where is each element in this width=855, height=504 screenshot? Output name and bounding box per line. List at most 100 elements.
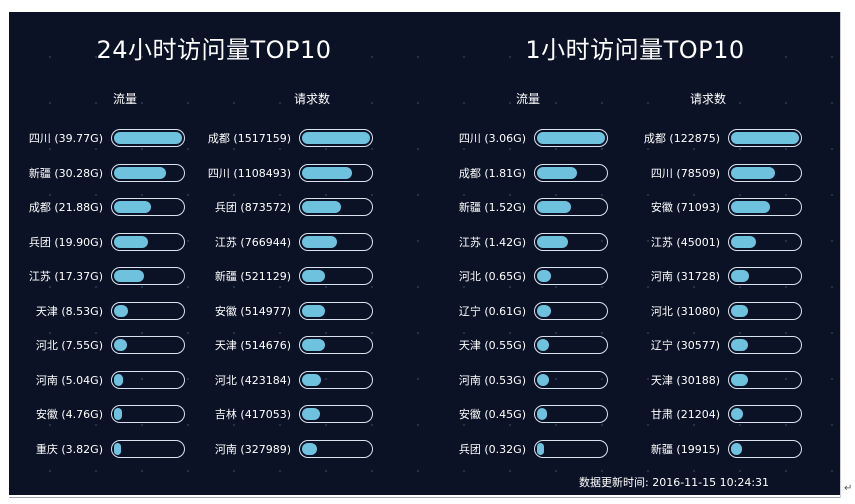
requests-row: 兵团 (873572) (191, 196, 373, 218)
progress-fill (537, 408, 548, 420)
row-label: 河南 (0.53G) (458, 373, 526, 387)
progress-fill (537, 132, 605, 144)
dashboard-board: 24小时访问量TOP10 流量 请求数 四川 (39.77G) 新疆 (30.28… (9, 12, 840, 495)
bottom-edge-line (9, 497, 840, 498)
row-label: 天津 (8.53G) (35, 304, 103, 318)
flow-row: 兵团 (0.32G) (426, 438, 608, 460)
progress-track (299, 163, 373, 182)
progress-track (728, 163, 802, 182)
row-label: 成都 (122875) (643, 132, 720, 145)
progress-fill (537, 235, 569, 248)
panel-24h: 24小时访问量TOP10 流量 请求数 四川 (39.77G) 新疆 (30.28… (9, 12, 419, 495)
progress-track (534, 405, 608, 423)
row-label: 江苏 (1.42G) (458, 235, 526, 249)
flow-row: 新疆 (30.28G) (9, 162, 185, 184)
progress-track (534, 301, 608, 320)
panel-1h: 1小时访问量TOP10 流量 请求数 四川 (3.06G) 成都 (1.81G) 新… (430, 12, 840, 495)
progress-fill (731, 132, 799, 144)
panel-title: 24小时访问量TOP10 (96, 36, 332, 64)
row-label: 安徽 (71093) (650, 201, 720, 214)
row-label: 新疆 (19915) (650, 442, 720, 456)
progress-fill (302, 132, 370, 144)
row-label: 成都 (21.88G) (28, 201, 103, 214)
flow-row: 天津 (0.55G) (426, 334, 608, 356)
progress-fill (537, 270, 552, 282)
update-time: 数据更新时间: 2016-11-15 10:24:31 (579, 474, 769, 490)
progress-fill (302, 166, 352, 179)
row-label: 河北 (423184) (214, 373, 291, 387)
progress-fill (731, 166, 775, 179)
row-label: 河南 (31728) (650, 270, 720, 283)
row-label: 安徽 (4.76G) (35, 408, 103, 421)
progress-fill (537, 339, 550, 351)
row-label: 四川 (39.77G) (28, 132, 103, 145)
row-label: 辽宁 (0.61G) (458, 304, 526, 318)
progress-track (728, 336, 802, 354)
row-label: 安徽 (0.45G) (458, 408, 526, 421)
requests-row: 天津 (514676) (191, 334, 373, 356)
right-edge-line (840, 12, 841, 498)
flow-row: 安徽 (4.76G) (9, 403, 185, 425)
row-label: 成都 (1.81G) (458, 166, 526, 180)
progress-track (534, 267, 608, 285)
progress-fill (114, 373, 123, 386)
progress-track (728, 267, 802, 285)
progress-fill (302, 270, 326, 282)
progress-track (728, 439, 802, 458)
progress-fill (114, 235, 148, 248)
flow-row: 安徽 (0.45G) (426, 403, 608, 425)
update-time-value: 2016-11-15 10:24:31 (652, 476, 770, 489)
row-label: 甘肃 (21204) (650, 408, 720, 421)
row-label: 成都 (1517159) (207, 132, 291, 145)
progress-track (111, 232, 185, 251)
row-label: 河南 (327989) (214, 442, 291, 456)
requests-row: 河南 (327989) (191, 438, 373, 460)
row-label: 新疆 (521129) (214, 270, 291, 283)
progress-track (728, 129, 802, 147)
progress-track (299, 301, 373, 320)
flow-row: 成都 (21.88G) (9, 196, 185, 218)
requests-row: 甘肃 (21204) (620, 403, 802, 425)
progress-track (299, 198, 373, 216)
return-mark: ↵ (844, 483, 853, 494)
progress-fill (302, 304, 326, 317)
requests-column-header: 请求数 (690, 92, 727, 106)
progress-fill (302, 235, 337, 248)
progress-fill (302, 373, 322, 386)
flow-row: 河北 (7.55G) (9, 334, 185, 356)
progress-fill (302, 442, 317, 455)
requests-row: 河南 (31728) (620, 265, 802, 287)
row-label: 江苏 (17.37G) (28, 270, 103, 283)
progress-track (111, 267, 185, 285)
requests-row: 吉林 (417053) (191, 403, 373, 425)
progress-track (534, 198, 608, 216)
requests-row: 新疆 (521129) (191, 265, 373, 287)
flow-row: 河北 (0.65G) (426, 265, 608, 287)
flow-row: 河南 (5.04G) (9, 369, 185, 391)
flow-row: 江苏 (17.37G) (9, 265, 185, 287)
row-label: 新疆 (30.28G) (28, 166, 103, 180)
progress-fill (537, 442, 544, 455)
requests-row: 辽宁 (30577) (620, 334, 802, 356)
flow-row: 河南 (0.53G) (426, 369, 608, 391)
progress-fill (731, 408, 743, 420)
progress-track (299, 232, 373, 251)
requests-row: 安徽 (71093) (620, 196, 802, 218)
flow-row: 兵团 (19.90G) (9, 231, 185, 253)
progress-fill (731, 339, 748, 351)
requests-row: 四川 (1108493) (191, 162, 373, 184)
progress-fill (731, 201, 771, 213)
progress-track (728, 198, 802, 216)
row-label: 重庆 (3.82G) (35, 442, 103, 456)
progress-track (534, 439, 608, 458)
row-label: 河北 (7.55G) (35, 339, 103, 352)
row-label: 吉林 (417053) (214, 408, 291, 421)
requests-row: 成都 (122875) (620, 127, 802, 149)
row-label: 兵团 (873572) (214, 201, 291, 214)
row-label: 河北 (31080) (650, 304, 720, 318)
progress-track (111, 439, 185, 458)
progress-track (728, 370, 802, 389)
progress-track (111, 301, 185, 320)
row-label: 天津 (30188) (650, 373, 720, 387)
flow-row: 四川 (3.06G) (426, 127, 608, 149)
